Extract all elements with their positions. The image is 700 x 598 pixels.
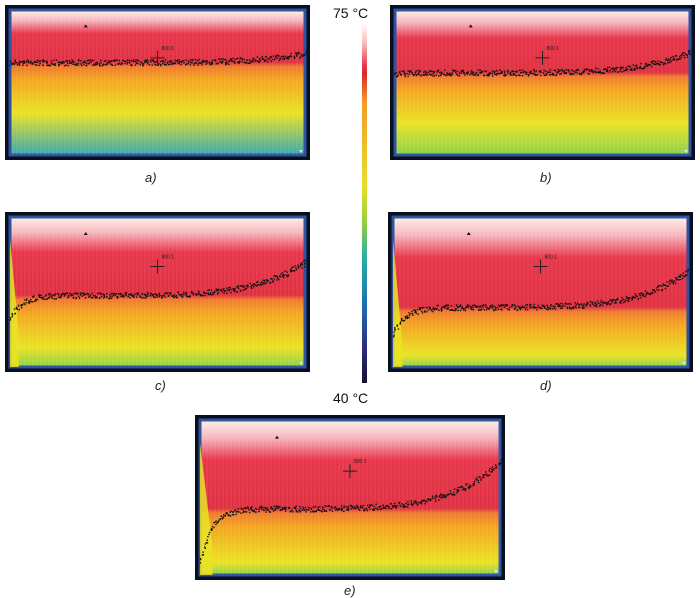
caption-b: b) — [540, 170, 552, 185]
thermogram-c: 800 1 — [8, 215, 308, 369]
crosshair-label: 800 1 — [545, 255, 558, 261]
thermal-panel-d: 800 1 — [388, 212, 693, 372]
crosshair-label: 800 1 — [354, 459, 367, 465]
thermal-panel-a: 800 1 — [5, 5, 310, 160]
crosshair-label: 800 1 — [162, 46, 175, 52]
thermal-panel-b: 800 1 — [390, 5, 695, 160]
thermogram-a: 800 1 — [8, 8, 308, 157]
thermogram-d: 800 1 — [391, 215, 690, 369]
scale-max-label: 75 °C — [333, 5, 369, 21]
caption-a: a) — [145, 170, 157, 185]
thermogram-e: 800 1 — [198, 418, 502, 577]
thermal-panel-e: 800 1 — [195, 415, 505, 580]
temperature-colorbar — [362, 23, 367, 383]
crosshair-label: 800 1 — [162, 255, 175, 261]
caption-d: d) — [540, 378, 552, 393]
crosshair-label: 800 1 — [547, 46, 560, 52]
caption-e: e) — [344, 583, 356, 598]
caption-c: c) — [155, 378, 166, 393]
thermal-panel-c: 800 1 — [5, 212, 310, 372]
thermogram-b: 800 1 — [393, 8, 692, 157]
scale-min-label: 40 °C — [333, 390, 369, 406]
